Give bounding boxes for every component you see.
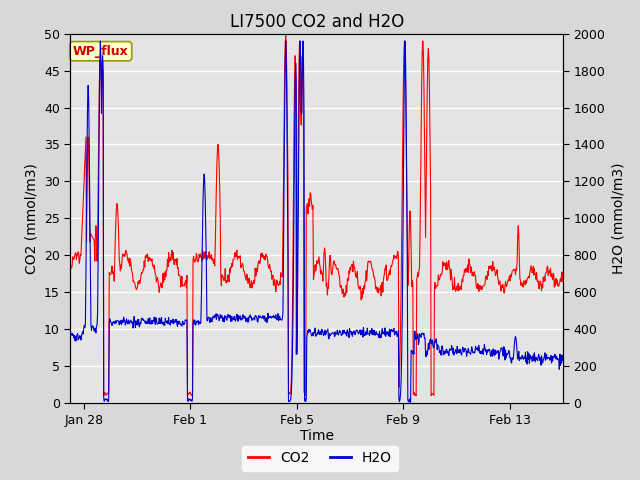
Title: LI7500 CO2 and H2O: LI7500 CO2 and H2O (230, 12, 404, 31)
Y-axis label: CO2 (mmol/m3): CO2 (mmol/m3) (24, 163, 38, 274)
Y-axis label: H2O (mmol/m3): H2O (mmol/m3) (611, 163, 625, 274)
Legend: CO2, H2O: CO2, H2O (243, 445, 397, 471)
X-axis label: Time: Time (300, 430, 334, 444)
Text: WP_flux: WP_flux (73, 45, 129, 58)
